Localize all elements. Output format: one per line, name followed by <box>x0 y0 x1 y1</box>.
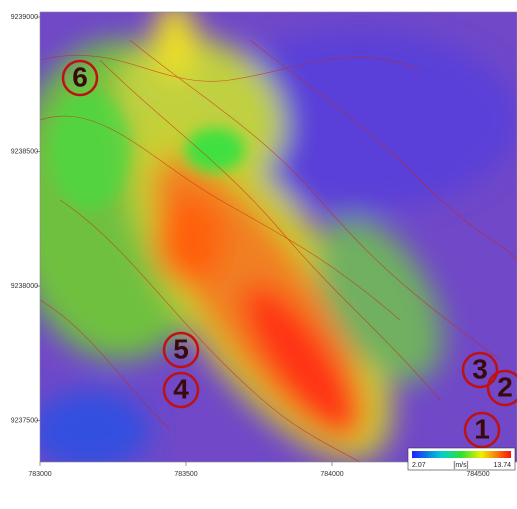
x-tick-label: 784000 <box>320 471 343 478</box>
y-tick-label: 9239000 <box>11 14 38 21</box>
x-tick-label: 783000 <box>28 471 51 478</box>
y-tick-label: 9237500 <box>11 417 38 424</box>
site-label: 4 <box>173 373 189 404</box>
x-tick-label: 784500 <box>466 471 489 478</box>
y-tick-label: 9238000 <box>11 283 38 290</box>
site-label: 5 <box>173 333 189 364</box>
site-label: 1 <box>474 413 490 444</box>
x-tick-label: 783500 <box>174 471 197 478</box>
wind-map: 9239000 9238500 9238000 9237500 783000 783500… <box>0 0 517 504</box>
site-label: 3 <box>472 353 488 384</box>
colorbar-unit: [m/s] <box>453 462 468 469</box>
site-label: 2 <box>497 371 513 402</box>
y-tick-label: 9238500 <box>11 148 38 155</box>
site-label: 6 <box>72 61 88 92</box>
colorbar-min: 2.07 <box>412 462 426 469</box>
colorbar-max: 13.74 <box>493 462 511 469</box>
colorbar-gradient <box>412 451 511 458</box>
colorbar: 2.07 [m/s] 13.74 <box>408 448 515 470</box>
